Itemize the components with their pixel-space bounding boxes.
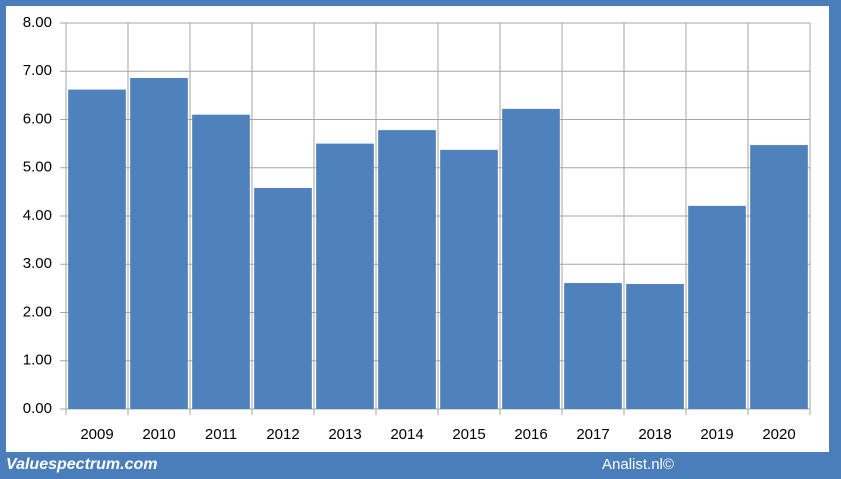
- x-tick-label: 2015: [452, 426, 485, 443]
- bar: [316, 143, 374, 409]
- y-tick-label: 0.00: [23, 400, 52, 417]
- bar: [192, 114, 250, 410]
- bar: [68, 89, 126, 410]
- credit: Analist.nl©: [602, 456, 674, 473]
- x-tick-label: 2012: [266, 426, 299, 443]
- bar: [254, 188, 312, 409]
- bar: [626, 284, 684, 409]
- x-tick-label: 2017: [576, 426, 609, 443]
- x-tick-label: 2011: [205, 426, 237, 443]
- x-tick-label: 2016: [514, 426, 547, 443]
- bar: [502, 108, 560, 409]
- y-tick-label: 3.00: [23, 255, 52, 272]
- x-tick-label: 2020: [762, 426, 795, 443]
- bar: [440, 149, 498, 409]
- bar: [564, 283, 622, 409]
- bar: [750, 145, 808, 409]
- y-tick-label: 4.00: [23, 207, 52, 224]
- y-tick-label: 8.00: [23, 14, 52, 31]
- x-tick-label: 2014: [390, 426, 423, 443]
- source: Valuespectrum.com: [6, 456, 157, 473]
- bar: [130, 78, 188, 409]
- y-tick-label: 1.00: [23, 352, 52, 369]
- y-tick-label: 5.00: [23, 159, 52, 176]
- x-tick-label: 2009: [80, 426, 113, 443]
- y-tick-label: 7.00: [23, 62, 52, 79]
- x-tick-label: 2010: [142, 426, 175, 443]
- x-tick-label: 2018: [638, 426, 671, 443]
- x-tick-label: 2019: [700, 426, 733, 443]
- y-tick-label: 2.00: [23, 303, 52, 320]
- x-tick-label: 2013: [328, 426, 361, 443]
- bar: [688, 205, 746, 409]
- bar: [378, 130, 436, 410]
- y-tick-label: 6.00: [23, 110, 52, 127]
